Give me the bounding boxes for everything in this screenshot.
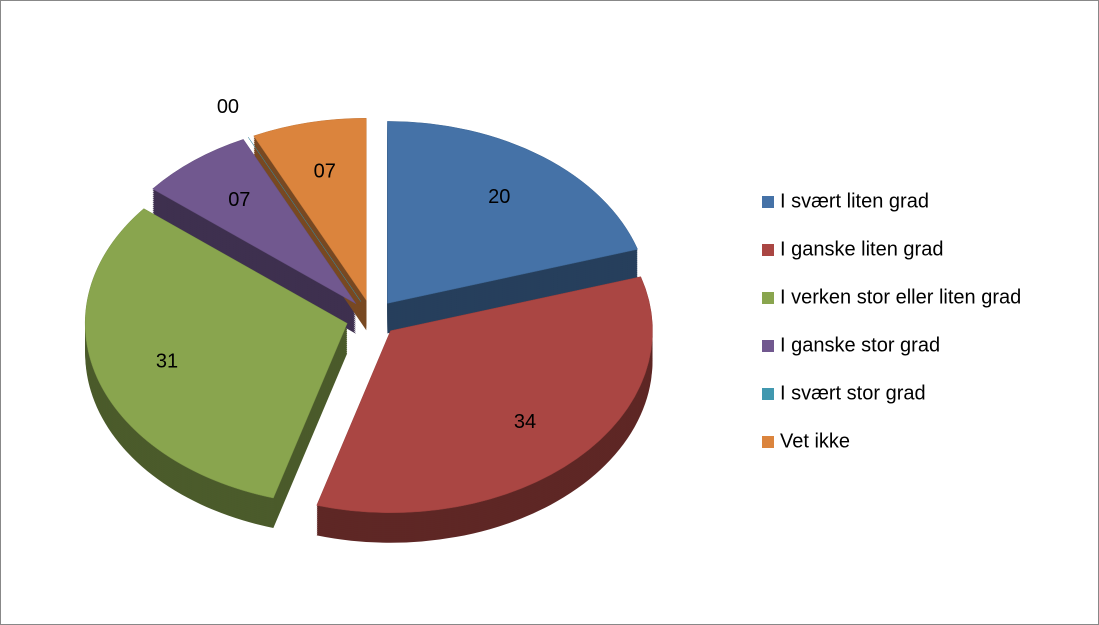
data-label: 07 bbox=[314, 161, 336, 183]
legend-swatch bbox=[762, 340, 774, 352]
slice bbox=[253, 117, 367, 302]
legend-swatch bbox=[762, 244, 774, 256]
slice bbox=[387, 121, 638, 304]
legend-label: I ganske stor grad bbox=[780, 334, 940, 356]
slice bbox=[152, 139, 357, 304]
data-label: 07 bbox=[228, 189, 250, 211]
legend-swatch bbox=[762, 292, 774, 304]
legend-swatch bbox=[762, 436, 774, 448]
slice bbox=[84, 208, 348, 499]
data-label: 20 bbox=[488, 186, 510, 208]
data-label: 00 bbox=[217, 96, 239, 118]
legend-swatch bbox=[762, 388, 774, 400]
legend-label: I ganske liten grad bbox=[780, 238, 943, 260]
legend-label: I svært liten grad bbox=[780, 190, 929, 212]
data-label: 34 bbox=[514, 411, 536, 433]
legend-label: I svært stor grad bbox=[780, 382, 926, 404]
slice bbox=[316, 276, 653, 513]
legend-label: Vet ikke bbox=[780, 430, 850, 452]
legend-swatch bbox=[762, 196, 774, 208]
legend-label: I verken stor eller liten grad bbox=[780, 286, 1021, 308]
data-label: 31 bbox=[156, 351, 178, 373]
